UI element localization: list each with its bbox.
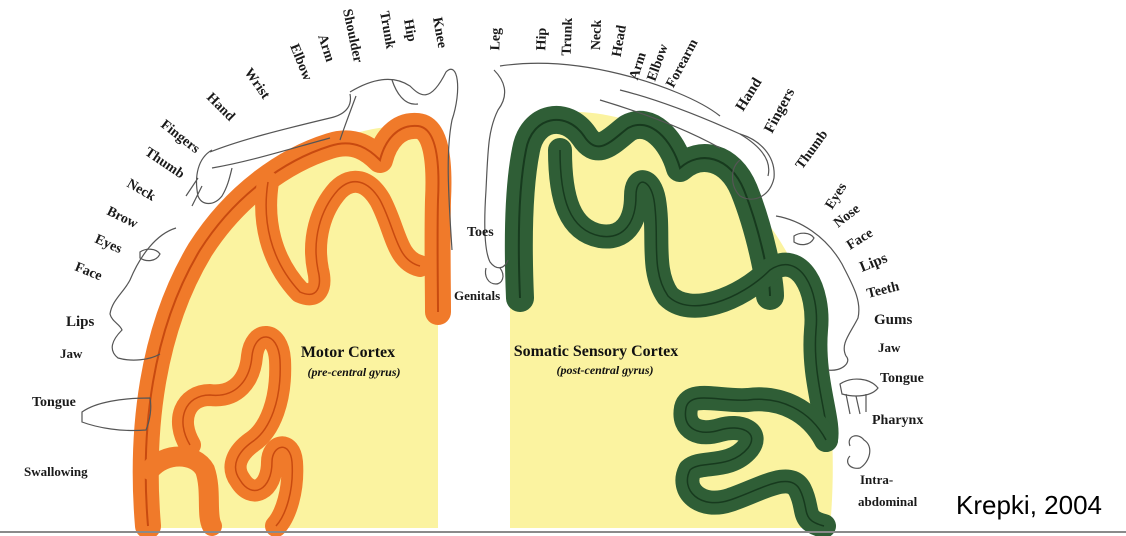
motor-label-face: Face xyxy=(73,260,105,284)
sensory-label-head: Head xyxy=(610,24,630,58)
sensory-homunculus-drawing xyxy=(484,62,879,469)
motor-label-hand: Hand xyxy=(203,90,237,124)
sensory-label-gums: Gums xyxy=(874,312,913,328)
motor-lower-edge xyxy=(182,336,294,527)
motor-cortex-title: Motor Cortex xyxy=(301,344,395,361)
motor-label-shoulder: Shoulder xyxy=(339,8,365,64)
sensory-inner-edge xyxy=(559,149,828,441)
motor-eye-outline xyxy=(139,248,161,262)
sensory-trunk-outline xyxy=(499,62,721,117)
sensory-label-fingers: Fingers xyxy=(761,86,798,136)
motor-label-knee: Knee xyxy=(429,16,449,49)
sensory-eye-outline xyxy=(793,232,815,246)
sensory-label-thumb: Thumb xyxy=(793,127,831,172)
motor-label-hip: Hip xyxy=(400,18,419,43)
sensory-toes-outline xyxy=(484,267,504,285)
sensory-label-lips: Lips xyxy=(858,250,890,276)
sensory-label-trunk: Trunk xyxy=(560,17,576,56)
sensory-pharynx-outline xyxy=(845,393,867,415)
sensory-label-pharynx: Pharynx xyxy=(872,413,923,428)
motor-label-eyes: Eyes xyxy=(92,232,124,257)
motor-label-tongue: Tongue xyxy=(32,395,76,410)
sensory-label-intra: Intra- xyxy=(860,472,893,487)
sensory-label-neck: Neck xyxy=(589,19,605,50)
credit-text: Krepki, 2004 xyxy=(956,490,1102,520)
sensory-arm-outline xyxy=(599,89,770,177)
bottom-divider xyxy=(0,531,1126,533)
motor-cortex-subtitle: (pre-central gyrus) xyxy=(308,365,401,379)
motor-label-elbow: Elbow xyxy=(286,42,315,84)
sensory-abdominal-outline xyxy=(847,435,871,469)
motor-label-lips: Lips xyxy=(66,314,95,330)
motor-label-fingers: Fingers xyxy=(158,117,203,157)
sensory-label-face: Face xyxy=(844,226,876,254)
motor-label-jaw: Jaw xyxy=(60,346,83,361)
motor-label-swallowing: Swallowing xyxy=(24,464,88,479)
motor-label-wrist: Wrist xyxy=(241,66,273,103)
sensory-label-genitals: Genitals xyxy=(454,288,500,303)
motor-sulcus-edge xyxy=(265,180,421,295)
motor-face-outline xyxy=(109,227,177,361)
motor-homunculus-drawing xyxy=(81,68,459,432)
sensory-label-forearm: Forearm xyxy=(664,37,702,91)
sensory-leg-outline xyxy=(484,69,509,269)
sensory-face-outline xyxy=(775,215,860,371)
sensory-tongue-outline xyxy=(839,378,879,397)
motor-hand-outline xyxy=(185,149,233,207)
sensory-label-abdominal: abdominal xyxy=(858,494,918,509)
sensory-cortex-subtitle: (post-central gyrus) xyxy=(557,363,654,377)
sensory-hand-outline xyxy=(731,133,775,200)
sensory-label-leg: Leg xyxy=(488,28,504,51)
motor-label-thumb: Thumb xyxy=(142,145,187,182)
motor-hemisphere xyxy=(132,112,452,536)
sensory-label-jaw: Jaw xyxy=(878,340,901,355)
motor-base-fold xyxy=(140,446,222,536)
motor-label-neck: Neck xyxy=(124,176,158,204)
motor-leg-outline xyxy=(349,68,459,251)
motor-label-arm: Arm xyxy=(314,33,337,65)
motor-label-brow: Brow xyxy=(104,204,141,232)
sensory-label-toes: Toes xyxy=(467,225,494,240)
sensory-label-hip: Hip xyxy=(534,27,550,50)
motor-arm-outline xyxy=(209,93,352,169)
sensory-label-teeth: Teeth xyxy=(865,279,901,302)
sensory-lower-edge xyxy=(684,397,827,527)
sensory-label-hand: Hand xyxy=(733,75,766,114)
sensory-cortex-title: Somatic Sensory Cortex xyxy=(514,343,678,360)
sensory-label-tongue: Tongue xyxy=(880,371,924,386)
sensory-gyrus-edge xyxy=(517,119,771,299)
motor-label-trunk: Trunk xyxy=(376,10,397,50)
sensory-hemisphere xyxy=(504,106,839,536)
motor-tongue-outline xyxy=(81,397,152,432)
motor-trunk-outline xyxy=(339,79,419,141)
motor-gyrus-edge xyxy=(144,124,440,527)
